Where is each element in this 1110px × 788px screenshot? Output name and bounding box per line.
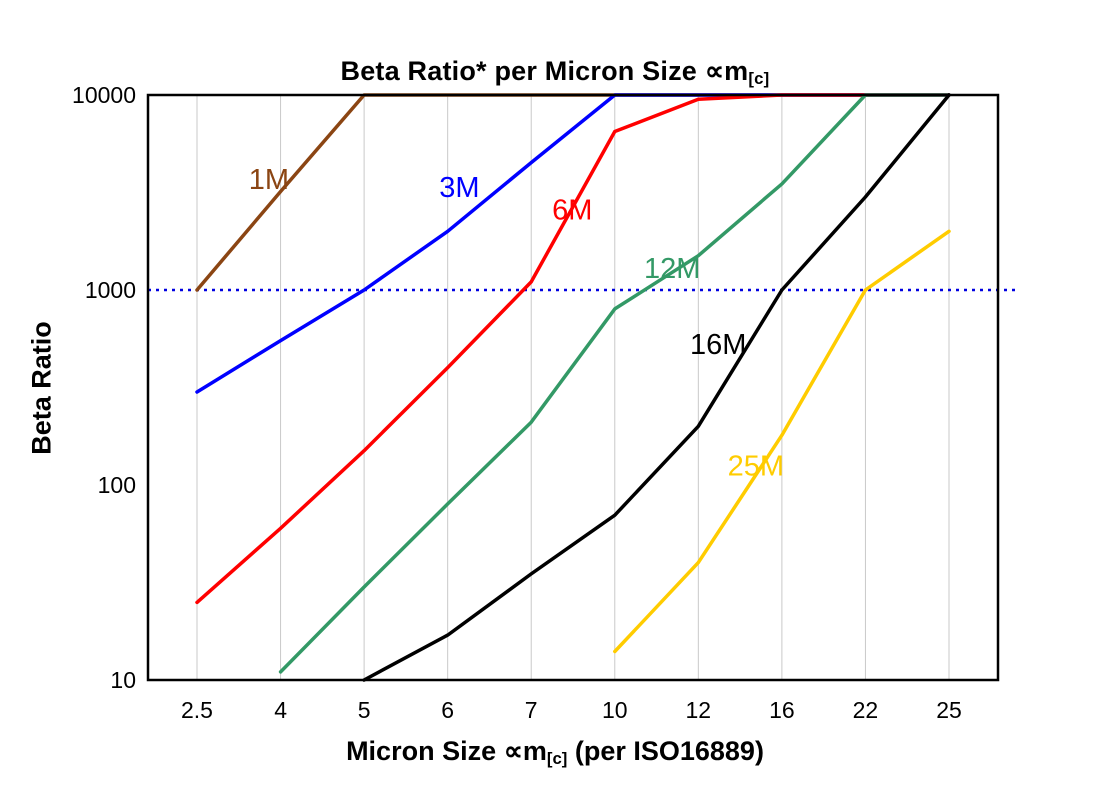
x-tick-label-22: 22 <box>853 697 879 723</box>
series-label-3M: 3M <box>439 172 479 204</box>
series-label-16M: 16M <box>690 329 746 361</box>
y-tick-label-100: 100 <box>98 472 136 498</box>
series-line-25M <box>613 229 951 654</box>
x-axis-title-subscript: [c] <box>546 749 568 769</box>
y-tick-label-10000: 10000 <box>72 82 136 108</box>
x-tick-label-6: 6 <box>441 697 454 723</box>
x-tick-label-7: 7 <box>525 697 538 723</box>
x-tick-label-4: 4 <box>274 697 287 723</box>
x-tick-label-10: 10 <box>602 697 628 723</box>
x-tick-label-16: 16 <box>769 697 795 723</box>
x-tick-label-25: 25 <box>936 697 962 723</box>
series-label-25M: 25M <box>728 450 784 482</box>
x-tick-label-5: 5 <box>358 697 371 723</box>
y-tick-label-10: 10 <box>110 667 136 693</box>
series-line-6M <box>195 93 951 605</box>
chart-title: Beta Ratio* per Micron Size ∝m[c] <box>0 56 1110 89</box>
series-label-6M: 6M <box>552 195 592 227</box>
x-tick-label-2.5: 2.5 <box>181 697 213 723</box>
x-tick-label-12: 12 <box>686 697 712 723</box>
series-line-16M <box>362 93 951 682</box>
chart-title-main: Beta Ratio* per Micron Size ∝m <box>340 56 749 86</box>
y-tick-label-1000: 1000 <box>85 277 136 303</box>
x-axis-title: Micron Size ∝m[c] (per ISO16889) <box>0 736 1110 769</box>
series-label-12M: 12M <box>644 253 700 285</box>
series-line-3M <box>195 93 951 394</box>
series-label-1M: 1M <box>249 164 289 196</box>
plot-border <box>146 93 1000 682</box>
x-axis-title-tail: (per ISO16889) <box>567 736 764 766</box>
chart-title-subscript: [c] <box>748 69 770 89</box>
series-line-12M <box>278 93 951 674</box>
x-axis-title-main: Micron Size ∝m <box>346 736 547 766</box>
